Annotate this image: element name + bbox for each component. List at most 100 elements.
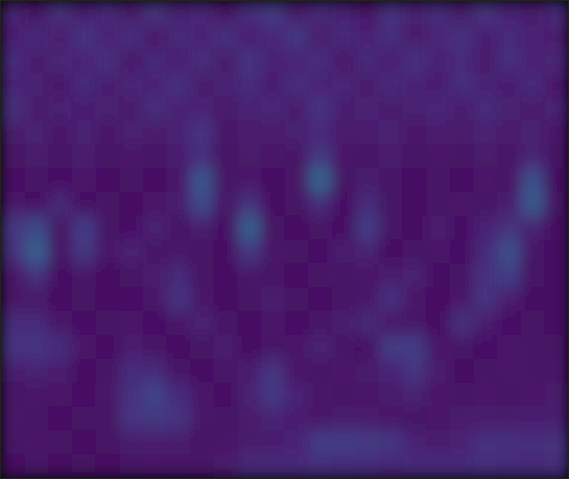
heat-cell [332, 454, 356, 478]
heat-cell [48, 359, 72, 383]
heat-cell [308, 144, 332, 168]
heat-cell [497, 168, 521, 192]
heat-cell [214, 144, 238, 168]
heat-cell [261, 287, 285, 311]
heat-cell [237, 73, 261, 97]
heat-cell [450, 25, 474, 49]
heat-cell [190, 96, 214, 120]
heat-cell [96, 96, 120, 120]
heat-cell [497, 120, 521, 144]
heat-cell [237, 359, 261, 383]
heat-cell [119, 192, 143, 216]
heat-cell [72, 240, 96, 264]
heat-cell [521, 49, 545, 73]
heat-cell [426, 25, 450, 49]
heat-cell [332, 263, 356, 287]
heat-cell [48, 406, 72, 430]
heat-cell [48, 383, 72, 407]
heat-cell [48, 311, 72, 335]
heat-cell [214, 335, 238, 359]
heat-cell [72, 454, 96, 478]
heat-cell [355, 73, 379, 97]
heat-cell [308, 216, 332, 240]
heat-cell [214, 73, 238, 97]
heat-cell [450, 192, 474, 216]
heat-cell [96, 192, 120, 216]
heat-cell [48, 120, 72, 144]
heat-cell [474, 192, 498, 216]
heat-cell [544, 240, 568, 264]
heat-cell [332, 359, 356, 383]
heat-cell [332, 192, 356, 216]
heat-cell [426, 1, 450, 25]
heat-cell [308, 25, 332, 49]
heat-cell [497, 406, 521, 430]
heat-cell [48, 287, 72, 311]
heat-cell [544, 192, 568, 216]
heat-cell [332, 1, 356, 25]
heat-cell [332, 168, 356, 192]
heat-cell [450, 430, 474, 454]
heat-cell [237, 120, 261, 144]
heat-cell [497, 430, 521, 454]
heat-cell [166, 240, 190, 264]
heat-cell [190, 1, 214, 25]
heat-cell [119, 96, 143, 120]
heat-cell [308, 96, 332, 120]
heat-cell [426, 263, 450, 287]
heat-cell [261, 311, 285, 335]
heat-cell [190, 120, 214, 144]
heat-cell [285, 454, 309, 478]
heat-cell [119, 359, 143, 383]
heat-cell [261, 49, 285, 73]
heat-cell [25, 49, 49, 73]
heat-cell [72, 287, 96, 311]
heat-cell [497, 359, 521, 383]
heat-cell [214, 1, 238, 25]
heat-cell [497, 1, 521, 25]
heat-cell [261, 168, 285, 192]
heat-cell [166, 73, 190, 97]
heat-cell [403, 335, 427, 359]
heat-cell [214, 383, 238, 407]
heat-cell [426, 73, 450, 97]
heat-cell [285, 216, 309, 240]
heat-cell [521, 120, 545, 144]
heat-cell [379, 454, 403, 478]
heat-cell [521, 383, 545, 407]
heat-cell [72, 168, 96, 192]
heat-cell [544, 96, 568, 120]
heat-cell [214, 311, 238, 335]
heat-cell [214, 430, 238, 454]
heat-cell [544, 311, 568, 335]
heat-cell [214, 192, 238, 216]
heat-cell [497, 192, 521, 216]
heat-cell [1, 430, 25, 454]
heat-cell [403, 168, 427, 192]
heat-cell [332, 49, 356, 73]
heat-cell [308, 73, 332, 97]
heat-cell [308, 430, 332, 454]
heat-cell [48, 454, 72, 478]
heat-cell [450, 144, 474, 168]
heat-cell [96, 1, 120, 25]
heat-cell [474, 263, 498, 287]
heat-cell [1, 168, 25, 192]
heat-cell [426, 120, 450, 144]
heat-cell [214, 287, 238, 311]
heat-cell [497, 311, 521, 335]
heat-cell [237, 430, 261, 454]
heat-cell [544, 454, 568, 478]
heat-cell [237, 1, 261, 25]
heat-cell [426, 406, 450, 430]
heat-cell [379, 311, 403, 335]
heat-cell [214, 406, 238, 430]
heat-cell [48, 192, 72, 216]
heat-cell [143, 383, 167, 407]
heat-cell [143, 168, 167, 192]
heat-cell [521, 430, 545, 454]
heat-cell [544, 335, 568, 359]
heat-cell [119, 406, 143, 430]
heat-cell [379, 335, 403, 359]
heat-cell [72, 73, 96, 97]
